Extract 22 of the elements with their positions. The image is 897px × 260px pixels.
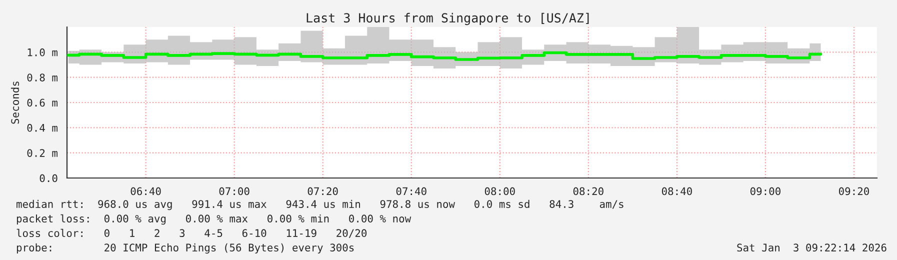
y-tick-label: 0.8 m bbox=[27, 74, 58, 82]
y-tick-label: 0.0 bbox=[40, 174, 58, 182]
x-tick-label: 08:20 bbox=[573, 187, 604, 196]
y-axis-title: Seconds bbox=[10, 82, 20, 124]
chart-title: Last 3 Hours from Singapore to [US/AZ] bbox=[306, 12, 589, 26]
y-tick-label: 0.4 m bbox=[27, 124, 58, 132]
text: probe: 20 ICMP Echo Pings (56 Bytes) every 300s bbox=[16, 243, 354, 254]
x-tick-label: 09:20 bbox=[838, 187, 869, 196]
x-tick-label: 07:40 bbox=[396, 187, 426, 196]
x-tick-label: 06:40 bbox=[130, 187, 161, 196]
y-tick-label: 0.2 m bbox=[27, 149, 58, 157]
text: Sat Jan 3 09:22:14 2026 bbox=[737, 244, 886, 252]
text: loss color: 0 1 2 3 4-5 6-10 11-19 20/20 bbox=[16, 228, 367, 238]
x-tick-label: 09:00 bbox=[750, 187, 780, 196]
x-tick-label: 07:00 bbox=[219, 187, 250, 196]
x-tick-label: 08:00 bbox=[484, 187, 515, 196]
text: median rtt: 968.0 us avg 991.4 us max 943.4 us min 978.8 us now 0.0 ms sd 84.3 am/s bbox=[16, 200, 624, 210]
x-tick-label: 08:40 bbox=[662, 187, 692, 196]
text: packet loss: 0.00 % avg 0.00 % max 0.00 % min 0.00 % now bbox=[16, 214, 412, 225]
y-tick-label: 1.0 m bbox=[28, 48, 58, 56]
x-tick-label: 07:20 bbox=[308, 187, 338, 196]
y-tick-label: 0.6 m bbox=[27, 98, 58, 107]
